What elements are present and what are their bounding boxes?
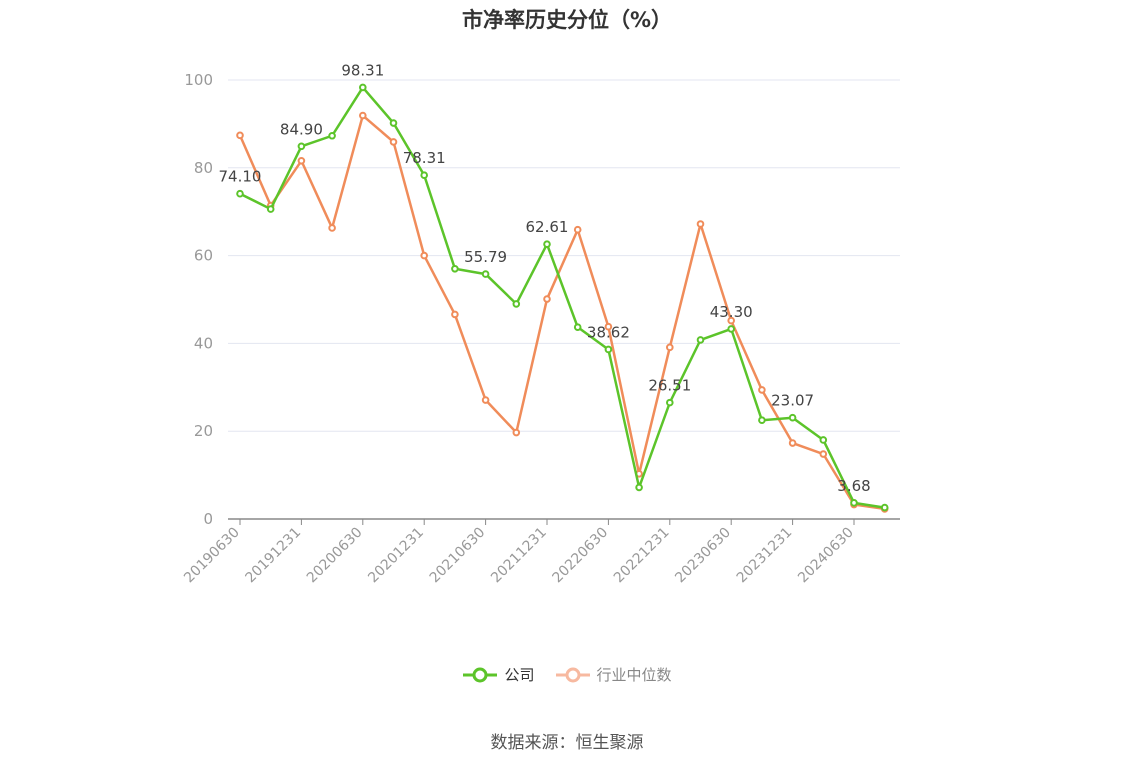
legend-item-company[interactable]: 公司 — [462, 664, 535, 685]
series-1-point — [297, 156, 306, 165]
data-label: 43.30 — [710, 303, 753, 321]
series-1-point — [727, 316, 736, 325]
series-0-point — [604, 345, 613, 354]
data-label: 38.62 — [587, 323, 630, 341]
data-label: 78.31 — [403, 149, 446, 167]
source-note: 数据来源：恒生聚源 — [490, 733, 644, 753]
x-tick-label: 20230630 — [672, 525, 734, 587]
series-0-point — [543, 240, 551, 248]
series-1-point — [328, 224, 336, 232]
series-1-point — [604, 322, 613, 331]
data-label: 98.31 — [341, 61, 384, 79]
x-tick-label: 20201231 — [365, 525, 427, 587]
series-1-point — [788, 439, 797, 447]
legend-industry-marker-icon — [555, 667, 590, 682]
y-tick-label: 100 — [184, 71, 213, 89]
x-tick-label: 20221231 — [611, 525, 673, 587]
series-0-point — [727, 325, 736, 333]
y-tick-label: 0 — [203, 510, 213, 528]
y-tick-label: 60 — [194, 247, 213, 265]
x-tick-label: 20191231 — [243, 525, 305, 587]
x-tick-label: 20210630 — [427, 525, 489, 587]
x-tick-label: 20220630 — [550, 525, 612, 587]
y-tick-label: 40 — [194, 334, 213, 352]
series-0-point — [451, 264, 459, 273]
series-1-point — [573, 225, 582, 234]
series-0-point — [880, 503, 889, 512]
y-tick-label: 80 — [194, 159, 213, 177]
series-0-point — [635, 483, 643, 492]
series-1-point — [451, 310, 459, 319]
x-tick-label: 20190630 — [181, 525, 243, 587]
series-1-point — [236, 131, 244, 140]
series-1-point — [758, 386, 766, 394]
series-1-point — [696, 220, 705, 228]
data-label: 74.10 — [219, 168, 262, 186]
series-0-point — [666, 398, 674, 407]
series-0-point — [573, 323, 582, 331]
series-1-point — [512, 428, 521, 437]
series-0-point — [328, 131, 336, 140]
y-tick-label: 20 — [194, 422, 213, 440]
series-0-point — [266, 205, 275, 213]
data-label: 84.90 — [280, 120, 323, 138]
series-line-0 — [239, 86, 885, 509]
series-0-point — [512, 300, 521, 308]
series-0-point — [481, 270, 490, 278]
series-0-point — [819, 436, 828, 444]
series-0-point — [359, 83, 367, 92]
legend: 公司 行业中位数 — [0, 664, 1134, 685]
series-1-point — [543, 295, 551, 303]
series-0-point — [297, 142, 306, 151]
series-1-point — [666, 343, 674, 352]
data-label: 23.07 — [771, 392, 814, 410]
series-1-point — [481, 396, 490, 404]
data-label: 3.68 — [837, 477, 870, 495]
series-0-point — [389, 119, 398, 127]
series-0-point — [236, 189, 244, 198]
x-tick-label: 20240630 — [795, 525, 857, 587]
series-0-point — [850, 499, 858, 507]
series-1-point — [420, 251, 429, 260]
chart-title: 市净率历史分位（%） — [461, 8, 673, 32]
series-0-point — [696, 336, 705, 344]
legend-company-label: 公司 — [504, 666, 535, 684]
series-0-point — [420, 171, 429, 180]
series-1-point — [359, 111, 367, 120]
series-0-point — [758, 416, 766, 425]
chart-canvas: 0 20 40 60 80 100 20190630 20191231 20200630 2020… — [181, 61, 900, 587]
series-1-point — [389, 138, 398, 146]
series-1-point — [819, 450, 828, 458]
data-label: 26.51 — [648, 377, 691, 395]
x-tick-label: 20231231 — [734, 525, 796, 587]
legend-company-marker-icon — [463, 667, 498, 682]
data-label: 62.61 — [526, 218, 569, 236]
series-0-point — [788, 413, 797, 422]
x-tick-label: 20211231 — [488, 525, 550, 587]
series-line-1 — [238, 114, 885, 511]
x-tick-label: 20200630 — [304, 525, 366, 587]
data-label: 55.79 — [464, 248, 507, 266]
legend-industry-median-label: 行业中位数 — [596, 666, 672, 684]
legend-item-industry-median[interactable]: 行业中位数 — [555, 664, 672, 685]
